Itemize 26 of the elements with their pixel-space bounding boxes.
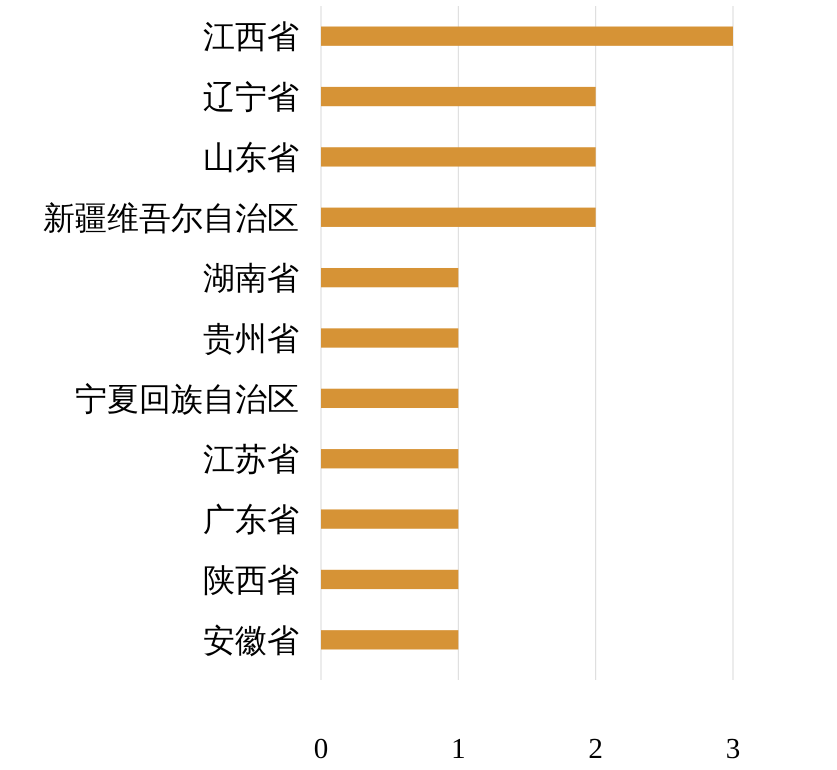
y-tick-label: 安徽省 <box>203 621 299 660</box>
y-tick-label: 湖南省 <box>203 259 299 298</box>
bar <box>321 570 458 590</box>
y-tick-label: 江苏省 <box>203 440 299 478</box>
bar <box>321 268 458 288</box>
x-tick-label: 1 <box>451 733 466 765</box>
bar <box>321 208 596 227</box>
bar <box>321 388 458 408</box>
bar <box>321 509 458 529</box>
x-tick-label: 0 <box>314 733 328 765</box>
y-tick-label: 广东省 <box>203 500 299 539</box>
bar <box>321 26 733 46</box>
y-tick-label: 辽宁省 <box>203 78 299 116</box>
bar <box>321 147 596 167</box>
bar <box>321 86 596 106</box>
y-tick-label: 贵州省 <box>203 320 299 358</box>
y-tick-label: 江西省 <box>203 18 299 56</box>
y-tick-label: 新疆维吾尔自治区 <box>43 198 299 237</box>
bar <box>321 449 458 468</box>
x-tick-label: 3 <box>726 733 740 765</box>
x-tick-label: 2 <box>588 733 603 765</box>
y-tick-label: 山东省 <box>203 138 299 176</box>
bar <box>321 630 458 650</box>
bar <box>321 328 458 348</box>
y-tick-label: 陕西省 <box>203 560 299 599</box>
y-tick-label: 宁夏回族自治区 <box>75 380 299 418</box>
